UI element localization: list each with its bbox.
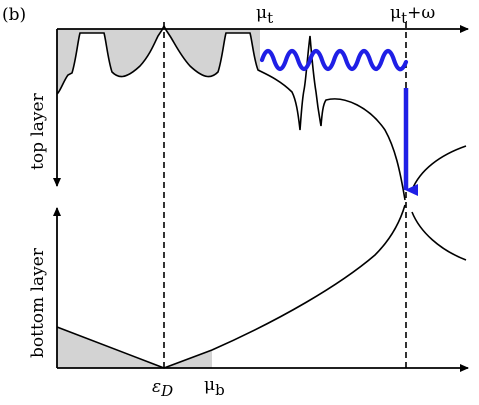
mu-t-omega-label: μt+ω: [390, 3, 435, 27]
right-cone-lower: [411, 211, 467, 261]
top-layer-label: top layer: [28, 92, 48, 170]
bottom-layer-occupied-shading: [57, 327, 212, 368]
photon-wavy-arrow: [259, 48, 409, 72]
bottom-layer-label: bottom layer: [28, 247, 48, 358]
mu-t-label: μt: [256, 3, 273, 27]
panel-label: (b): [2, 5, 26, 25]
bottom-layer-dos-curve: [56, 204, 406, 369]
top-layer-dos-curve: [56, 24, 406, 201]
mu-b-label: μb: [204, 375, 225, 399]
right-cone-upper: [411, 145, 467, 191]
top-layer-occupied-shading: [57, 28, 260, 94]
epsilon-d-label: εD: [152, 377, 173, 400]
